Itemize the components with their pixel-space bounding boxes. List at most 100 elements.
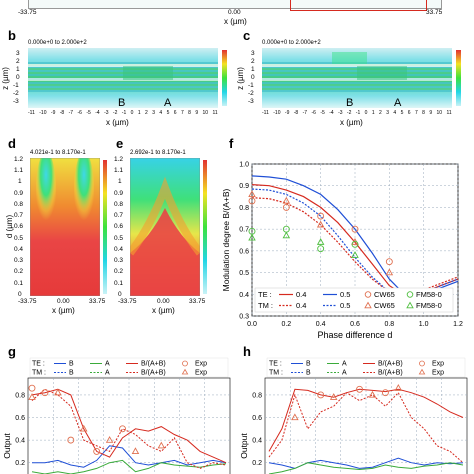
y-tick-label: 1.0 [239,162,249,169]
exp-point-tm [368,390,377,398]
panel-d-range: 4.021e-1 to 8.170e-1 [30,150,86,156]
legend-te-marker [419,360,425,367]
panel-d-heatmap [30,158,100,296]
data-point-te-CW65 [317,212,325,220]
legend-te-entry: Exp [432,361,444,368]
x-tick-label: 1.0 [419,321,429,328]
y-tick-label: 0.6 [239,248,249,255]
legend-box [266,357,466,378]
data-point-te-FM58-0 [351,240,359,248]
legend-te-entry: FM58-0 [416,290,442,299]
exp-point-te [28,384,36,392]
panel-b-zticks: 3 2 1 0 -1 -2 -3 [13,50,20,105]
y-tick-label: 0.8 [252,392,262,399]
exp-point-te [67,436,75,444]
top-tick-right: 33.75 [426,9,443,16]
top-strip: -33.75 0.00 33.75 x (µm) [0,0,474,30]
data-point-tm-FM58-0 [351,251,359,258]
panel-d-xtick-left: -33.75 [18,298,37,305]
panel-c-region-a: A [394,97,402,109]
y-tick-label: 0.3 [239,314,249,321]
top-tick-left: -33.75 [18,9,37,16]
y-tick-label: 0.2 [252,460,262,467]
legend-te-marker [182,360,188,367]
y-tick-label: 0.6 [15,415,25,422]
series-line-te-B [32,445,227,468]
data-point-te-CW65 [351,225,359,233]
exp-point-tm [329,393,338,400]
x-tick-label: 0.2 [281,321,291,328]
data-point-te-CW65 [385,258,393,266]
panel-d-ylabel: d (µm) [5,214,15,239]
series-line-te-BAB [268,388,464,452]
legend-tm-entry: FM58-0 [416,301,442,310]
panel-b-label: b [8,28,16,43]
legend-te-label: TE : [258,290,272,299]
legend-te-label: TE : [32,361,45,368]
data-point-te-CW65 [248,197,256,205]
x-tick-label: 0.4 [316,321,326,328]
panel-c-xticks: -11 -10 -9 -8 -7 -6 -5 -4 -3 -2 -1 0 1 2 3 4 5 6 7 8 9 10 11 [262,110,452,116]
legend-te-entry: B [306,361,311,368]
x-tick-label: 1.2 [453,321,463,328]
legend-tm-label: TM : [32,370,46,377]
y-axis-label: Modulation degree B/(A+B) [221,188,231,291]
top-tick-mid: 0.00 [228,9,241,16]
y-tick-label: 0.4 [15,438,25,445]
legend-te-marker [406,291,414,298]
y-tick-label: 0.7 [239,227,249,234]
y-tick-label: 0.6 [252,415,262,422]
legend-tm-entry: B/(A+B) [141,370,166,377]
panel-b-field-map [28,48,218,108]
panel-d-xlabel: x (µm) [52,306,75,315]
legend-tm-entry: B [306,370,311,377]
exp-point-tm [54,388,62,396]
panel-c-label: c [243,28,251,43]
exp-point-tm [394,384,403,391]
legend-tm-marker [364,301,372,309]
legend-tm-entry: B [69,370,74,377]
panel-e-yticks: 1.2 1.1 1 0.9 0.8 0.7 0.6 0.5 0.4 0.3 0.… [114,156,124,298]
data-point-te-FM58-0 [317,245,325,253]
exp-point-te [317,391,325,399]
panel-d-xtick-mid: 0.00 [57,298,70,305]
legend-te-entry: B [69,361,74,368]
x-axis-label: Phase difference d [318,330,393,340]
legend-tm-marker [181,368,189,375]
x-tick-label: 0.0 [247,321,257,328]
y-tick-label: 0.4 [239,292,249,299]
legend-tm-label: TM : [269,370,283,377]
legend-tm-entry: Exp [195,370,207,377]
series-line-te-A [31,459,227,474]
exp-point-te [356,385,363,393]
y-axis-label: Output [2,433,12,459]
data-point-tm-CW65 [282,196,291,204]
data-point-tm-FM58-0 [248,233,256,241]
panel-c-ylabel: z (µm) [235,67,245,90]
data-point-tm-CW65 [248,190,256,198]
series-line-te-A [268,462,464,474]
y-tick-label: 0.4 [252,438,262,445]
panel-g-chart: 0.2 0.4 0.6 0.8 Output TE : TM : BB AA B/(A+B) B/(… [2,357,231,474]
panel-d-colorbar [103,160,107,294]
legend-tm-entry: B/(A+B) [378,370,403,377]
legend-te-marker [364,291,372,298]
legend-te-entry: B/(A+B) [378,361,403,368]
panel-f-chart: 0.0 0.2 0.4 0.6 0.8 1.0 1.2 0.3 0.4 0.5 0.6 0.7 0.8 0… [221,162,463,341]
data-point-tm-CW65 [316,220,325,228]
legend-tm-entry: Exp [432,370,444,377]
y-tick-label: 0.8 [239,205,249,212]
panel-b-region-b: B [118,97,126,109]
panel-b-colorbar [222,50,227,106]
series-line-te-BAB [31,388,227,464]
panel-e-colorbar [203,160,207,294]
exp-point-te [381,389,389,397]
y-tick-label: 0.2 [15,460,25,467]
panel-d-xtick-right: 33.75 [89,298,106,305]
panel-c-field-map [262,48,452,108]
legend-te-entry: A [105,361,110,368]
y-axis-label: Output [239,433,249,459]
exp-point-tm [291,413,299,421]
legend-tm-entry: A [342,370,347,377]
legend-te-entry: 0.4 [296,290,306,299]
